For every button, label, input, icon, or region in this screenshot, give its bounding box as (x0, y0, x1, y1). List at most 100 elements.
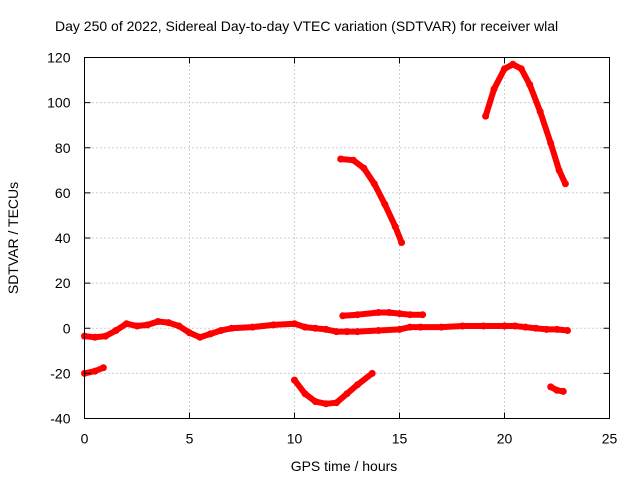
data-point (555, 166, 563, 174)
data-point (102, 332, 109, 340)
data-point (301, 390, 309, 398)
data-point (368, 369, 376, 377)
data-point (133, 322, 141, 330)
x-tick-label: 0 (81, 431, 89, 447)
data-point (375, 327, 382, 334)
data-point (270, 321, 277, 329)
data-point (144, 321, 151, 329)
data-point (396, 310, 403, 318)
x-tick-label: 5 (186, 431, 194, 447)
data-point (517, 65, 525, 73)
data-point (381, 200, 389, 208)
data-point (480, 322, 487, 330)
y-tick-label: -20 (50, 365, 70, 381)
data-point (536, 108, 544, 116)
y-tick-label: 100 (47, 95, 71, 111)
y-tick-label: 0 (63, 320, 71, 336)
y-tick-label: 80 (55, 140, 71, 156)
data-point (91, 333, 99, 341)
data-point (112, 327, 120, 334)
data-point (522, 323, 529, 331)
data-point (354, 311, 361, 319)
data-point (509, 60, 517, 68)
data-point (228, 324, 235, 332)
data-point (339, 312, 347, 320)
x-tick-label: 15 (392, 431, 408, 447)
data-point (312, 324, 319, 332)
data-point (186, 329, 193, 337)
x-tick-label: 20 (497, 431, 513, 447)
data-point (526, 81, 534, 89)
data-point (406, 311, 414, 319)
data-point (360, 164, 368, 172)
data-point (354, 381, 361, 389)
data-point (343, 328, 351, 336)
data-point (398, 239, 406, 246)
data-point (391, 223, 399, 231)
data-point (501, 65, 508, 73)
y-tick-label: 120 (47, 50, 71, 66)
data-point (123, 320, 130, 328)
y-tick-label: 60 (55, 185, 71, 201)
data-point (396, 325, 403, 333)
data-point (312, 398, 319, 406)
data-point (561, 180, 569, 188)
y-tick-label: 40 (55, 230, 71, 246)
x-tick-label: 10 (287, 431, 303, 447)
data-point (322, 400, 330, 408)
data-point (564, 327, 571, 334)
series-arc-high (482, 61, 569, 187)
data-point (291, 376, 298, 384)
data-point (196, 333, 204, 341)
chart-title: Day 250 of 2022, Sidereal Day-to-day VTE… (55, 18, 558, 34)
data-point (175, 322, 183, 330)
data-point (354, 328, 361, 336)
data-point (438, 323, 445, 331)
data-point (301, 323, 309, 331)
data-point (217, 327, 225, 334)
data-point (370, 180, 378, 188)
data-point (349, 156, 357, 164)
data-point (291, 320, 298, 328)
data-point (543, 325, 550, 333)
series-descent-mid (337, 156, 405, 246)
y-axis-ticks: -40 -20 0 20 40 60 80 100 120 (47, 50, 610, 427)
data-point (417, 323, 424, 331)
data-point (333, 328, 340, 336)
data-point (322, 325, 330, 333)
data-series (81, 60, 571, 408)
data-point (385, 309, 393, 316)
data-point (249, 323, 256, 331)
data-point (490, 85, 498, 93)
x-tick-label: 25 (602, 431, 618, 447)
y-axis-label: SDTVAR / TECUs (5, 182, 21, 294)
data-point (482, 112, 490, 120)
data-point (165, 319, 172, 327)
data-point (343, 390, 351, 398)
y-tick-label: 20 (55, 275, 71, 291)
data-point (547, 383, 555, 391)
data-point (91, 367, 99, 375)
data-point (459, 322, 466, 330)
data-point (207, 330, 214, 338)
data-point (375, 309, 382, 316)
data-point (559, 387, 567, 395)
y-tick-label: -40 (50, 411, 70, 427)
data-point (154, 318, 162, 325)
data-point (532, 324, 540, 332)
data-point (99, 364, 107, 372)
data-point (337, 155, 345, 163)
data-point (501, 322, 508, 330)
data-point (547, 139, 555, 147)
x-axis-ticks: 0 5 10 15 20 25 (81, 57, 618, 447)
x-axis-label: GPS time / hours (291, 458, 398, 474)
data-point (419, 311, 427, 319)
plot-frame (84, 57, 610, 419)
data-point (333, 399, 340, 407)
data-point (553, 386, 561, 394)
data-point (511, 322, 519, 330)
data-point (406, 323, 414, 331)
data-point (553, 325, 561, 333)
grid-lines (84, 57, 610, 419)
